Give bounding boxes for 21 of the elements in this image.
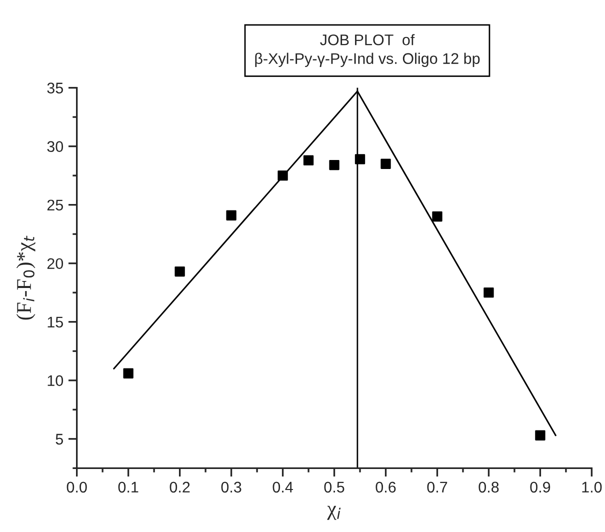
x-tick-label: 0.9: [530, 482, 550, 493]
x-tick-label: 0.5: [324, 482, 344, 493]
x-tick-label: 0.3: [221, 482, 242, 493]
y-tick-label: 10: [48, 375, 64, 386]
x-tick-label: 0.2: [170, 482, 190, 493]
chart-title: JOB PLOT of β-Xyl-Py-γ-Py-Ind vs. Oligo 12 bp: [255, 34, 480, 67]
y-tick-label: 30: [47, 141, 64, 152]
y-tick-label: 5: [56, 434, 63, 445]
y-axis-title: (F$_{i}$-F$_{0}$)*χ$_{t}$: [16, 236, 36, 320]
x-tick-label: 1.0: [582, 482, 602, 493]
x-tick-label: 0.7: [427, 482, 448, 493]
y-tick-label: 20: [47, 258, 64, 270]
x-tick-label: 0.6: [376, 482, 396, 493]
x-tick-label: 0.1: [118, 482, 138, 493]
y-tick-label: 15: [48, 316, 63, 328]
x-axis-title: χ$_{i}$: [327, 506, 341, 520]
x-tick-label: 0.8: [478, 482, 499, 493]
x-tick-label: 0.4: [272, 482, 293, 493]
y-tick-label: 35: [47, 82, 63, 94]
x-tick-label: 0.0: [66, 482, 87, 493]
y-tick-label: 25: [47, 200, 63, 211]
